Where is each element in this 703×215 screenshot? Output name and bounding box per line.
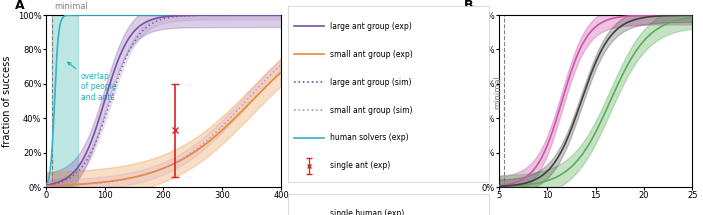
Y-axis label: fraction of success: fraction of success <box>456 55 465 147</box>
Text: minimal: minimal <box>54 2 88 11</box>
Text: A: A <box>15 0 25 12</box>
Text: human solvers (exp): human solvers (exp) <box>330 134 409 143</box>
Text: single human (exp): single human (exp) <box>330 209 404 215</box>
Text: overlap
of people
and ants: overlap of people and ants <box>67 62 117 102</box>
Text: B: B <box>465 0 474 12</box>
Text: small ant group (exp): small ant group (exp) <box>330 50 413 59</box>
Y-axis label: fraction of success: fraction of success <box>2 55 12 147</box>
Text: minimal: minimal <box>494 75 503 109</box>
Text: large ant group (sim): large ant group (sim) <box>330 78 412 87</box>
Text: large ant group (exp): large ant group (exp) <box>330 22 412 31</box>
Text: small ant group (sim): small ant group (sim) <box>330 106 413 115</box>
Bar <box>51 15 78 187</box>
Text: single ant (exp): single ant (exp) <box>330 161 391 170</box>
